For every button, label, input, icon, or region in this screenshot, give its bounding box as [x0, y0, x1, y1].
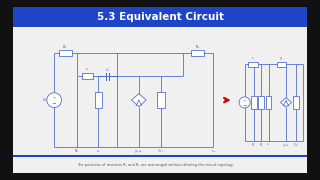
Text: $V_s$: $V_s$	[42, 96, 48, 104]
Polygon shape	[281, 98, 292, 107]
Bar	[248, 62, 258, 67]
Text: −: −	[242, 103, 247, 108]
Text: $r_x$: $r_x$	[85, 66, 90, 73]
Text: $r_\pi$: $r_\pi$	[267, 142, 271, 148]
Text: $r_m$: $r_m$	[211, 148, 216, 155]
Text: $r_x$: $r_x$	[251, 55, 255, 62]
Bar	[277, 62, 286, 67]
Text: $g_m v_\pi$: $g_m v_\pi$	[134, 148, 143, 155]
Bar	[259, 96, 264, 109]
Bar	[95, 92, 102, 108]
Circle shape	[239, 97, 250, 108]
Text: $R_1$: $R_1$	[74, 148, 80, 156]
Text: $R_2$: $R_2$	[195, 43, 201, 51]
Circle shape	[47, 93, 61, 107]
Text: $C_{\mu}$: $C_{\mu}$	[105, 66, 110, 73]
Text: $1/r_o$: $1/r_o$	[157, 148, 164, 156]
Bar	[157, 92, 164, 108]
Text: $R_b$: $R_b$	[62, 43, 68, 51]
Polygon shape	[132, 94, 146, 107]
Bar	[293, 96, 299, 109]
Text: −: −	[52, 100, 57, 105]
Bar	[191, 50, 204, 56]
Text: +: +	[243, 99, 246, 103]
Text: $R_L$: $R_L$	[279, 55, 284, 62]
Text: +: +	[52, 96, 56, 100]
Bar	[13, 155, 307, 157]
Text: $r_\pi$: $r_\pi$	[96, 148, 101, 155]
Text: The positions of resistors R₁ and R₂ are rearranged without altering the circuit: The positions of resistors R₁ and R₂ are…	[77, 163, 234, 167]
Text: 5.3 Equivalent Circuit: 5.3 Equivalent Circuit	[97, 12, 223, 22]
Bar	[251, 96, 257, 109]
Text: $R_2$: $R_2$	[259, 141, 264, 149]
Bar	[59, 50, 72, 56]
Text: $1/r_o$: $1/r_o$	[293, 141, 300, 149]
Text: $R_1$: $R_1$	[252, 141, 256, 149]
Text: $g_m v_\pi$: $g_m v_\pi$	[282, 142, 290, 149]
Bar	[82, 73, 93, 79]
Bar	[13, 7, 307, 27]
Bar	[266, 96, 271, 109]
